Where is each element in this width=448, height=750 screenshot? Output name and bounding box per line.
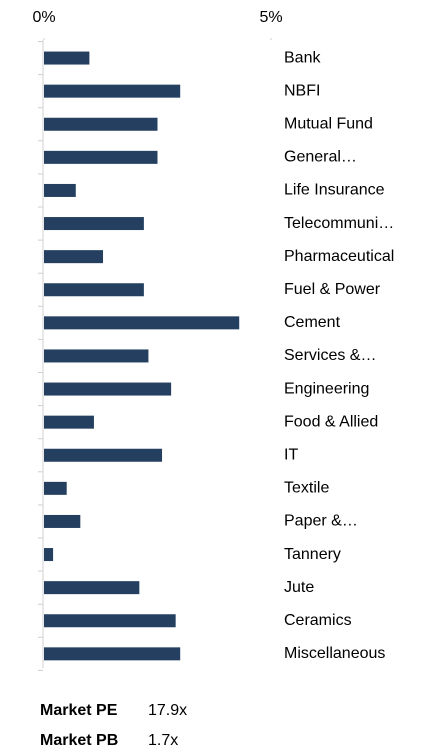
x-tick-label: 0%: [32, 9, 55, 26]
category-label: Pharmaceutical: [284, 248, 394, 265]
category-label: Mutual Fund: [284, 115, 373, 132]
category-label: Fuel & Power: [284, 281, 381, 298]
bar: [44, 217, 144, 231]
category-label: IT: [284, 446, 298, 463]
bar: [44, 548, 54, 562]
bar: [44, 283, 144, 297]
category-label: Cement: [284, 314, 341, 331]
bar: [44, 581, 140, 595]
bar: [44, 614, 176, 628]
category-label: NBFI: [284, 82, 320, 99]
category-label: Engineering: [284, 380, 369, 397]
category-label: Textile: [284, 480, 329, 497]
bar: [44, 117, 158, 131]
footer-value: 17.9x: [148, 702, 187, 719]
bar: [44, 382, 172, 396]
bar: [44, 415, 94, 429]
bar: [44, 349, 149, 363]
category-label: General…: [284, 149, 357, 166]
bar: [44, 51, 90, 65]
category-label: Miscellaneous: [284, 645, 385, 662]
category-label: Life Insurance: [284, 182, 385, 199]
bar: [44, 250, 104, 264]
category-label: Telecommuni…: [284, 215, 394, 232]
bar: [44, 647, 181, 661]
category-label: Bank: [284, 49, 321, 66]
category-label: Services &…: [284, 347, 376, 364]
bar: [44, 514, 81, 528]
bar: [44, 448, 163, 462]
x-tick-label: 5%: [259, 9, 282, 26]
category-label: Ceramics: [284, 612, 352, 629]
bar: [44, 150, 158, 164]
footer-value: 1.7x: [148, 732, 178, 749]
footer-label: Market PB: [40, 732, 118, 749]
bar: [44, 316, 240, 330]
category-label: Tannery: [284, 546, 341, 563]
category-label: Jute: [284, 579, 314, 596]
bar: [44, 183, 76, 197]
category-label: Food & Allied: [284, 413, 378, 430]
footer-label: Market PE: [40, 702, 118, 719]
bar: [44, 84, 181, 98]
bar: [44, 481, 67, 495]
category-label: Paper &…: [284, 513, 358, 530]
